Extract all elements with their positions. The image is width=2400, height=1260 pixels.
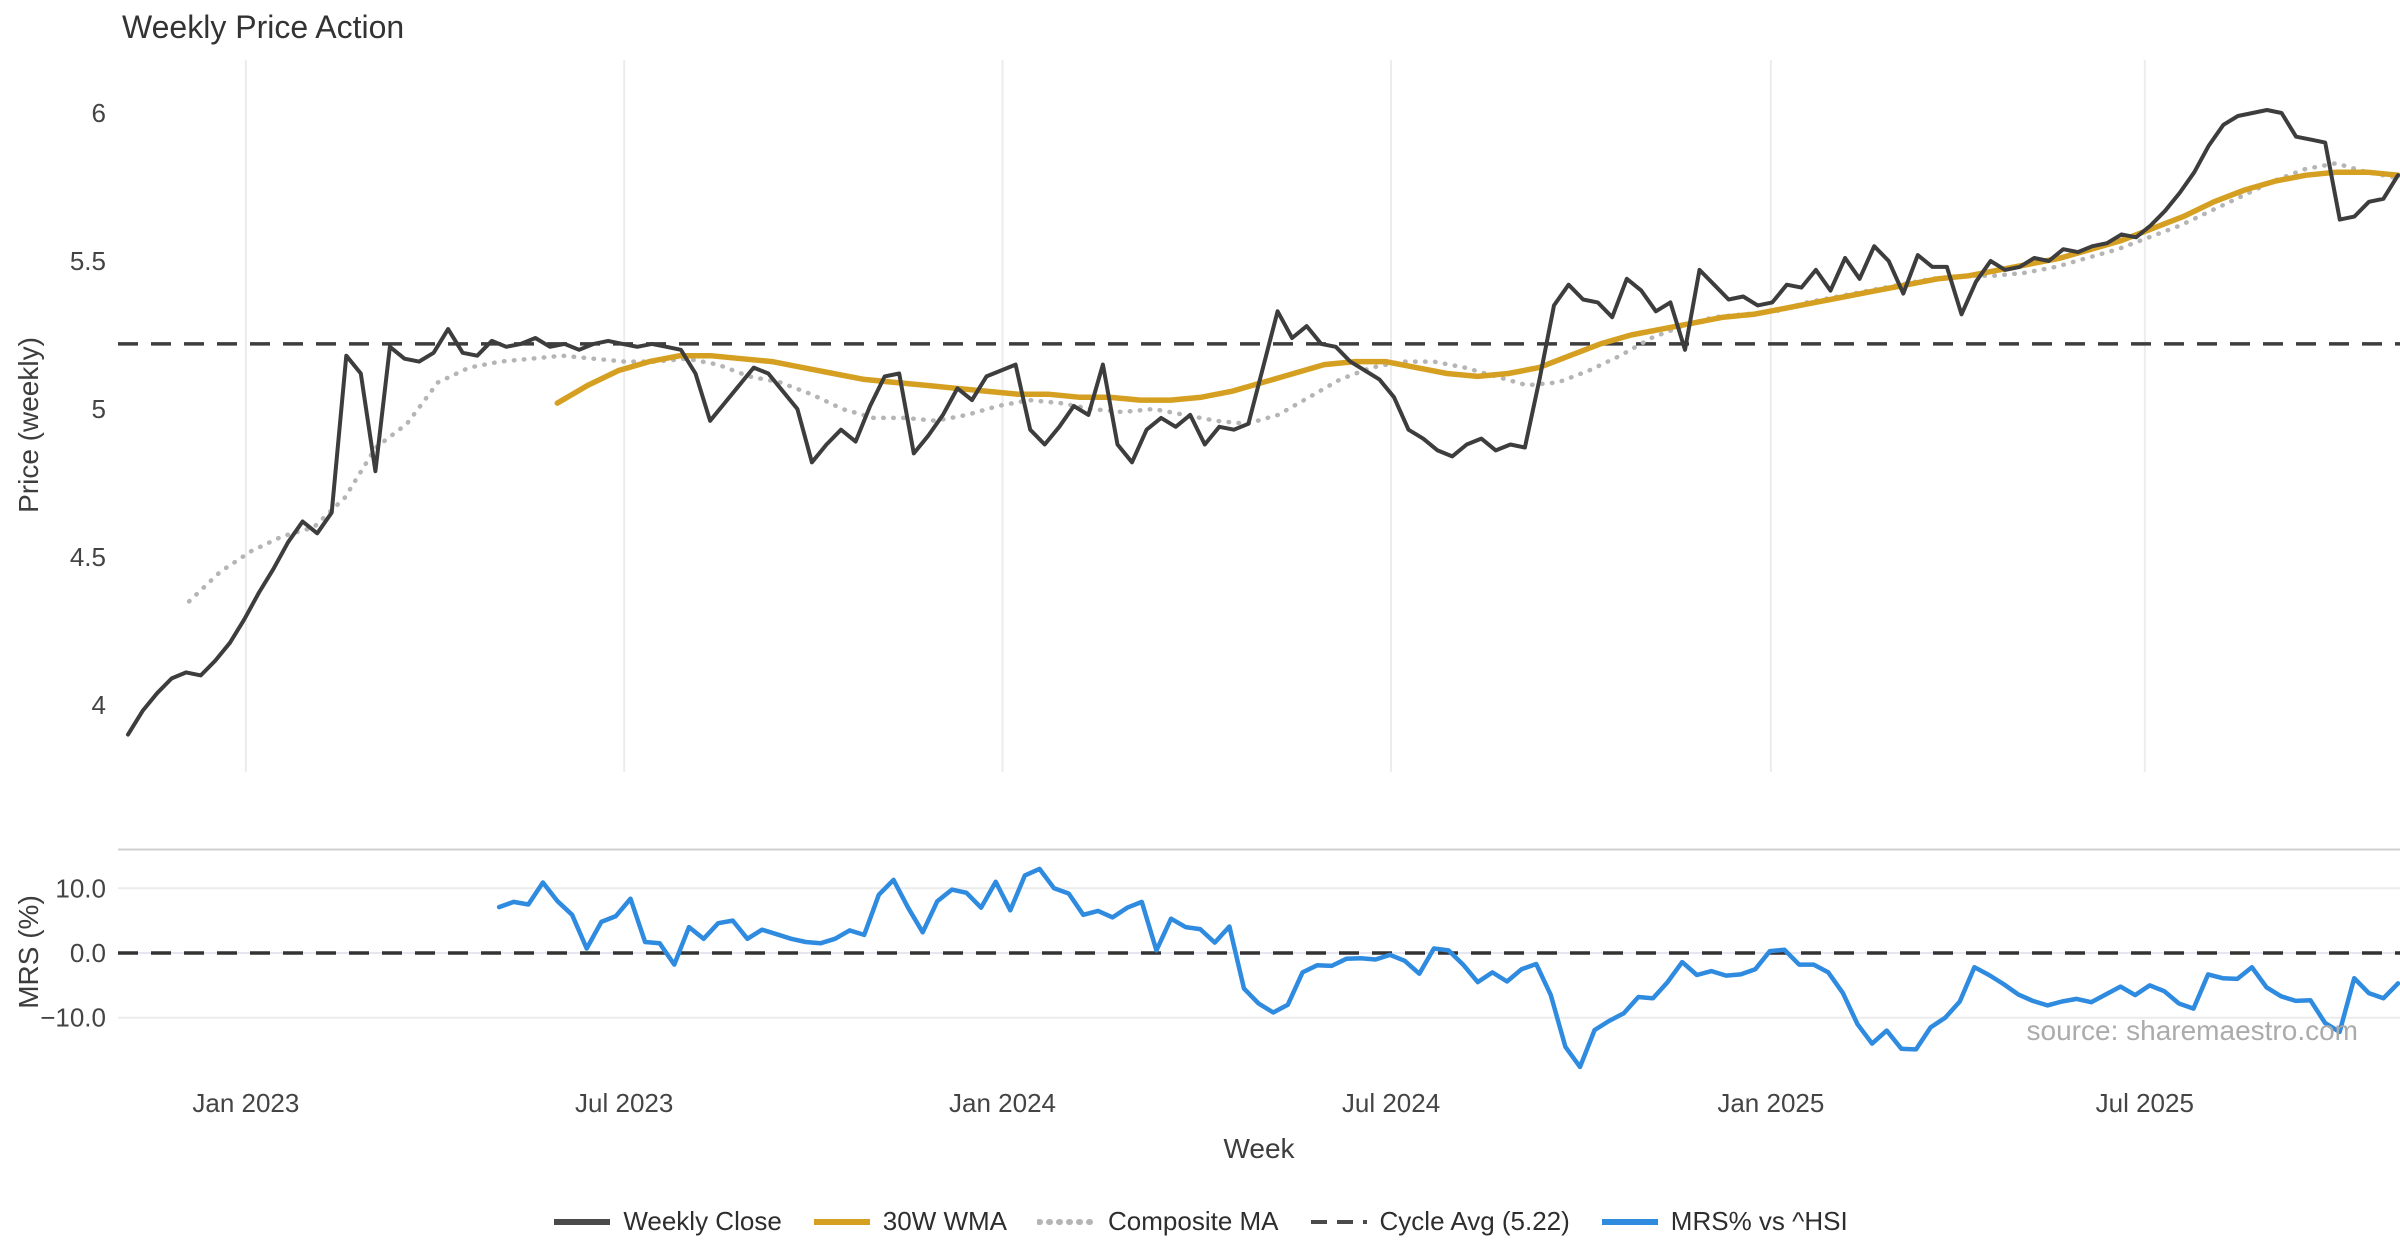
legend-item-cycle-avg[interactable]: Cycle Avg (5.22) bbox=[1309, 1206, 1570, 1237]
mrs-tick-label: −10.0 bbox=[40, 1003, 106, 1033]
composite-ma-swatch bbox=[1037, 1218, 1098, 1225]
price-tick-label: 4.5 bbox=[70, 542, 106, 572]
x-axis-title: Week bbox=[1223, 1133, 1295, 1164]
x-tick-label: Jul 2024 bbox=[1342, 1088, 1440, 1118]
legend-item-30w-wma[interactable]: 30W WMA bbox=[812, 1206, 1007, 1237]
price-tick-label: 5.5 bbox=[70, 246, 106, 276]
wma-swatch bbox=[813, 1218, 870, 1225]
x-tick-label: Jan 2025 bbox=[1717, 1088, 1824, 1118]
legend-label: 30W WMA bbox=[882, 1206, 1008, 1236]
weekly-close-swatch bbox=[554, 1218, 611, 1225]
gridlines bbox=[118, 60, 2400, 1019]
legend-label: MRS% vs ^HSI bbox=[1670, 1206, 1848, 1236]
legend-label: Weekly Close bbox=[623, 1206, 782, 1236]
30w-wma-line bbox=[554, 169, 2400, 406]
mrs-swatch bbox=[1601, 1218, 1658, 1225]
legend-item-weekly-close[interactable]: Weekly Close bbox=[552, 1206, 782, 1237]
x-tick-label: Jul 2023 bbox=[575, 1088, 673, 1118]
chart-title: Weekly Price Action bbox=[122, 9, 404, 45]
legend: Weekly Close 30W WMA Composite MA Cycle … bbox=[0, 1206, 2400, 1237]
weekly-close-line bbox=[126, 108, 2400, 737]
x-tick-label: Jan 2024 bbox=[949, 1088, 1056, 1118]
price-tick-label: 6 bbox=[92, 98, 106, 128]
mrs-tick-label: 0.0 bbox=[70, 938, 106, 968]
mrs-tick-label: 10.0 bbox=[55, 873, 106, 903]
x-tick-label: Jul 2025 bbox=[2096, 1088, 2194, 1118]
legend-label: Composite MA bbox=[1108, 1206, 1279, 1236]
cycle-avg-swatch bbox=[1310, 1219, 1367, 1224]
source-note: source: sharemaestro.com bbox=[2027, 1015, 2358, 1046]
axis-ticks: Jan 2023 Jul 2023 Jan 2024 Jul 2024 Jan 2025… bbox=[40, 98, 2194, 1118]
price-tick-label: 5 bbox=[92, 394, 106, 424]
legend-label: Cycle Avg (5.22) bbox=[1379, 1206, 1570, 1236]
series-lines bbox=[118, 108, 2400, 1070]
mrs-axis-title: MRS (%) bbox=[13, 895, 44, 1009]
price-tick-label: 4 bbox=[92, 690, 106, 720]
x-tick-label: Jan 2023 bbox=[192, 1088, 299, 1118]
legend-item-mrs[interactable]: MRS% vs ^HSI bbox=[1600, 1206, 1848, 1237]
legend-item-composite-ma[interactable]: Composite MA bbox=[1037, 1206, 1279, 1237]
price-axis-title: Price (weekly) bbox=[13, 337, 44, 513]
composite-ma-line bbox=[186, 161, 2400, 604]
mrs-vs-hsi-line bbox=[496, 866, 2400, 1070]
